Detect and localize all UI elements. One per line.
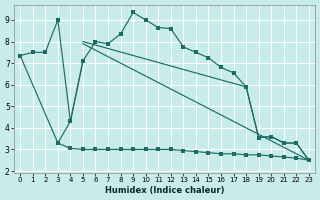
X-axis label: Humidex (Indice chaleur): Humidex (Indice chaleur) [105, 186, 224, 195]
